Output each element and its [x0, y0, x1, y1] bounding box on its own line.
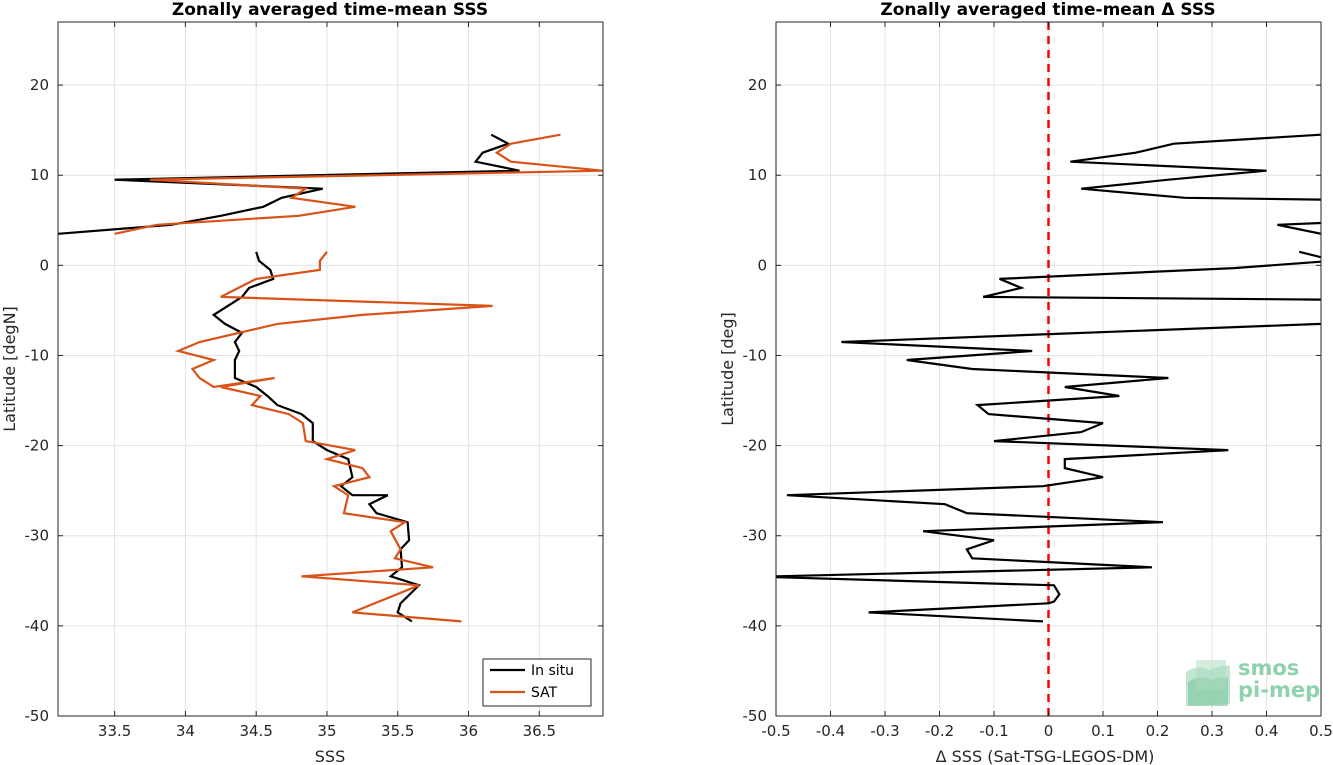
chart-right-xtick-label: -0.4 [816, 722, 845, 740]
chart-right-ytick-label: -10 [743, 346, 768, 364]
chart-left-ytick-label: 0 [39, 256, 49, 274]
legend-box [482, 658, 592, 707]
chart-left-title: Zonally averaged time-mean SSS [172, 0, 488, 20]
chart-left-ytick-label: -30 [25, 527, 50, 545]
chart-right-xtick-label: 0.2 [1146, 722, 1170, 740]
chart-left-ylabel: Latitude [degN] [0, 306, 19, 432]
chart-left-ytick-label: 10 [30, 166, 49, 184]
chart-right-series-delta-sss-line [1298, 250, 1321, 259]
chart-left-xtick-label: 34.5 [239, 722, 272, 740]
logo-line1: smos [1238, 656, 1299, 680]
chart-right-ytick-label: 0 [757, 256, 767, 274]
chart-right-ytick-label: 20 [748, 76, 767, 94]
chart-right-xtick-label: -0.5 [761, 722, 790, 740]
chart-right-series-delta-sss-line [1070, 133, 1321, 201]
chart-right-xtick-label: 0.3 [1200, 722, 1224, 740]
chart-right-ytick-label: -20 [743, 437, 768, 455]
chart-right-ytick-label: -40 [743, 617, 768, 635]
chart-right-xtick-label: -0.2 [925, 722, 954, 740]
chart-left-ytick-label: -50 [25, 707, 50, 725]
chart-right: Zonally averaged time-mean Δ SSS -0.5 -0.… [718, 0, 1333, 765]
chart-left-series-sat-line [174, 251, 493, 623]
chart-right-series-delta-sss-line [1277, 221, 1321, 235]
chart-left-plot-area [58, 22, 603, 716]
smos-pimep-logo: smos pi-mep [1186, 656, 1320, 706]
legend: In situ SAT [482, 658, 592, 707]
chart-left-lines [58, 133, 603, 623]
chart-left-grid [58, 22, 603, 717]
chart-left-series-sat-line [114, 133, 603, 235]
legend-insitu-label: In situ [531, 663, 574, 679]
chart-right-ticks: -0.5 -0.4 -0.3 -0.2 -0.1 0 0.1 0.2 0.3 0.4 0.5 20 10… [743, 22, 1333, 740]
chart-right-series-delta-sss-line [776, 576, 1061, 623]
chart-right-ytick-label: -50 [743, 707, 768, 725]
chart-right-xtick-label: 0 [1044, 722, 1054, 740]
chart-right-ytick-label: 10 [748, 166, 767, 184]
chart-right-xtick-label: 0.1 [1091, 722, 1115, 740]
chart-left-xtick-label: 36 [459, 722, 478, 740]
chart-right-ylabel: Latitude [deg] [718, 312, 737, 426]
chart-left-xtick-label: 35.5 [381, 722, 414, 740]
chart-left-xtick-label: 33.5 [98, 722, 131, 740]
chart-right-title: Zonally averaged time-mean Δ SSS [880, 0, 1215, 20]
chart-right-xtick-label: 0.5 [1309, 722, 1333, 740]
chart-left-ytick-label: -10 [25, 346, 50, 364]
chart-right-ytick-label: -30 [743, 527, 768, 545]
chart-right-series-delta-sss-line [982, 260, 1321, 301]
chart-right-xlabel: Δ SSS (Sat-TSG-LEGOS-DM) [936, 747, 1155, 765]
chart-left-xlabel: SSS [315, 747, 345, 765]
chart-left: Zonally averaged time-mean SSS 33.5 34 34.… [0, 0, 604, 765]
chart-left-series-in-situ-line [211, 251, 422, 623]
chart-right-xtick-label: -0.3 [870, 722, 899, 740]
legend-sat-label: SAT [531, 685, 558, 701]
chart-right-lines [776, 22, 1321, 716]
chart-left-xtick-label: 34 [176, 722, 195, 740]
chart-left-ytick-label: 20 [30, 76, 49, 94]
chart-right-series-delta-sss-line [776, 322, 1321, 578]
chart-right-xtick-label: 0.4 [1255, 722, 1279, 740]
logo-line2: pi-mep [1238, 678, 1320, 702]
chart-left-xtick-label: 36.5 [523, 722, 556, 740]
chart-left-ticks: 33.5 34 34.5 35 35.5 36 36.5 20 10 0 -10 -20 -30 -40 -… [25, 22, 603, 740]
chart-right-xtick-label: -0.1 [979, 722, 1008, 740]
chart-left-ytick-label: -20 [25, 437, 50, 455]
logo-wave-icon [1186, 660, 1230, 706]
chart-left-ytick-label: -40 [25, 617, 50, 635]
chart-left-xtick-label: 35 [317, 722, 336, 740]
chart-left-axes-box [57, 21, 604, 717]
